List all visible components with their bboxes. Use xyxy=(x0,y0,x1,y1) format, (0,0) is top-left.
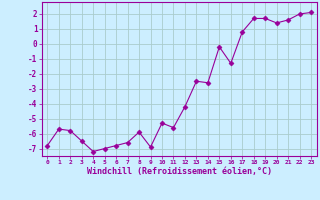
X-axis label: Windchill (Refroidissement éolien,°C): Windchill (Refroidissement éolien,°C) xyxy=(87,167,272,176)
